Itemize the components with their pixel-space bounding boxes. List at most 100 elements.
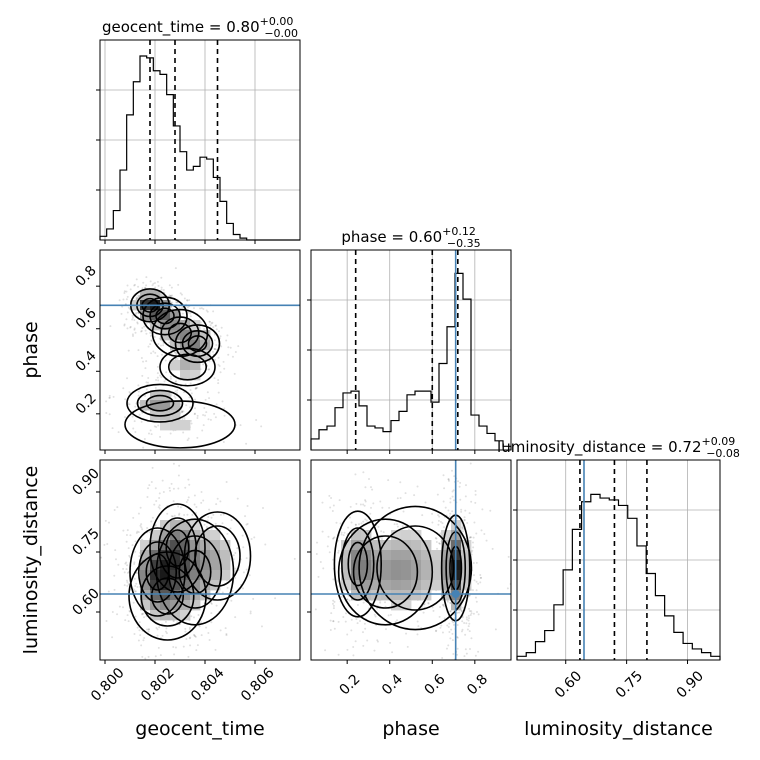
density-cell — [190, 540, 201, 551]
sample-point — [158, 497, 161, 500]
sample-point — [189, 382, 192, 385]
sample-point — [138, 401, 141, 404]
sample-point — [150, 520, 153, 523]
sample-point — [141, 327, 144, 330]
sample-point — [221, 522, 224, 525]
sample-point — [133, 561, 136, 564]
sample-point — [125, 290, 128, 293]
sample-point — [452, 652, 455, 655]
sample-point — [202, 363, 205, 366]
contour-line — [194, 525, 241, 587]
sample-point — [435, 541, 438, 544]
sample-point — [331, 510, 334, 513]
sample-point — [477, 582, 480, 585]
sample-point — [368, 477, 371, 480]
sample-point — [203, 523, 206, 526]
sample-point — [452, 489, 455, 492]
sample-point — [173, 351, 176, 354]
density-cell — [180, 340, 191, 351]
density-cell — [431, 560, 442, 571]
sample-point — [181, 306, 184, 309]
sample-point — [465, 622, 468, 625]
density-cell — [401, 560, 412, 571]
density-cell — [190, 570, 201, 581]
sample-point — [125, 540, 128, 543]
contour-line — [155, 518, 235, 626]
sample-point — [136, 530, 139, 533]
sample-point — [239, 424, 242, 427]
sample-point — [193, 494, 196, 497]
contour-line — [167, 535, 223, 609]
sample-point — [321, 530, 324, 533]
sample-point — [379, 601, 382, 604]
density-cell — [200, 340, 211, 351]
sample-point — [396, 497, 399, 500]
x-tick-label: 0.8 — [464, 671, 491, 698]
sample-point — [107, 590, 110, 593]
sample-point — [379, 500, 382, 503]
sample-point — [445, 647, 448, 650]
sample-point — [442, 474, 445, 477]
density-cell — [170, 400, 181, 411]
sample-point — [132, 334, 135, 337]
sample-point — [449, 637, 452, 640]
sample-point — [100, 455, 102, 457]
sample-point — [144, 367, 147, 370]
contour-line — [352, 535, 419, 609]
density-cell — [170, 520, 181, 531]
sample-point — [182, 645, 185, 648]
contour-line — [136, 389, 184, 417]
sample-point — [195, 387, 198, 390]
sample-point — [134, 430, 137, 433]
sample-point — [147, 381, 150, 384]
sample-point — [471, 549, 474, 552]
sample-point — [196, 416, 199, 419]
sample-point — [171, 515, 174, 518]
sample-point — [416, 633, 419, 636]
sample-point — [216, 497, 219, 500]
density-cell — [140, 550, 151, 561]
sample-point — [205, 411, 208, 414]
density-cell — [371, 570, 382, 581]
sample-point — [143, 637, 146, 640]
sample-point — [333, 536, 336, 539]
sample-point — [156, 365, 159, 368]
sample-point — [188, 628, 191, 631]
sample-point — [145, 360, 148, 363]
sample-point — [126, 584, 129, 587]
x-axis-label-geocent_time: geocent_time — [135, 718, 264, 740]
hist-panel-luminosity_distance: luminosity_distance = 0.72+0.09 −0.08 — [497, 435, 740, 664]
sample-point — [156, 280, 159, 283]
sample-point — [439, 606, 442, 609]
density-cell — [190, 580, 201, 591]
density-cell — [401, 590, 412, 601]
sample-point — [150, 481, 153, 484]
sample-point — [332, 607, 335, 610]
sample-point — [464, 484, 467, 487]
sample-point — [422, 611, 425, 614]
density-cell — [180, 420, 191, 431]
sample-point — [137, 531, 140, 534]
sample-point — [233, 372, 236, 375]
sample-point — [128, 403, 131, 406]
sample-point — [148, 628, 151, 631]
sample-point — [472, 612, 475, 615]
sample-point — [189, 312, 192, 315]
sample-point — [449, 610, 452, 613]
sample-point — [178, 512, 181, 515]
sample-point — [141, 613, 144, 616]
contour-line — [126, 383, 194, 423]
sample-point — [214, 348, 217, 351]
sample-point — [475, 580, 478, 583]
sample-point — [178, 306, 181, 309]
sample-point — [340, 531, 343, 534]
density-cell — [361, 530, 372, 541]
sample-point — [214, 358, 217, 361]
density-cell — [441, 540, 452, 551]
sample-point — [161, 479, 164, 482]
sample-point — [193, 503, 196, 506]
contour-line — [358, 505, 473, 631]
sample-point — [183, 297, 186, 300]
sample-point — [140, 357, 143, 360]
